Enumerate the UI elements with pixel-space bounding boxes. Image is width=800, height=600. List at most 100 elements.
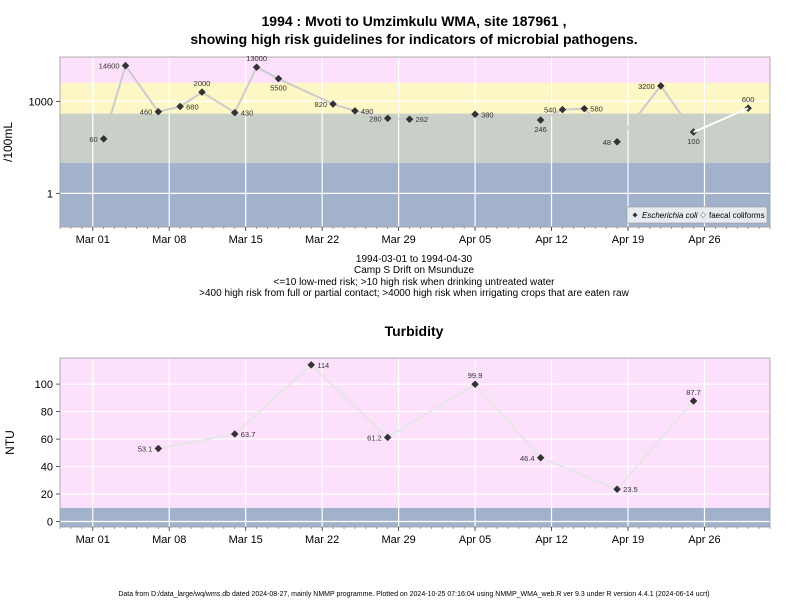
data-point: [252, 63, 261, 72]
chart2-title: Turbidity: [385, 323, 444, 339]
plot-frame: [59, 357, 771, 528]
data-point: [230, 108, 239, 117]
data-label: 63.7: [241, 430, 256, 439]
data-label: 87.7: [686, 388, 701, 397]
x-tick-label: Mar 29: [381, 534, 415, 546]
data-point: [656, 82, 665, 90]
date-range-note: 1994-03-01 to 1994-04-30: [356, 254, 473, 265]
data-label: 380: [481, 110, 494, 119]
y-tick-label: 1000: [29, 96, 53, 108]
x-tick-label: Apr 19: [612, 534, 644, 546]
data-label: 13000: [246, 54, 267, 63]
x-tick-label: Apr 26: [688, 534, 720, 546]
site-name-note: Camp S Drift on Msunduze: [354, 265, 474, 276]
data-point: [536, 453, 545, 462]
legend-box: [626, 206, 768, 224]
risk-band-0: [60, 507, 770, 527]
x-tick-label: Mar 15: [229, 534, 263, 546]
data-label: 2000: [194, 79, 211, 88]
data-point: [405, 115, 414, 123]
data-point: [689, 397, 698, 405]
y-axis-label: NTU: [3, 430, 17, 455]
chart1-subtitle: showing high risk guidelines for indicat…: [190, 31, 637, 47]
footer-text: Data from D:/data_large/wq/wms.db dated …: [118, 591, 709, 598]
data-label: 53.1: [138, 445, 153, 454]
data-label: 48: [603, 138, 611, 147]
y-tick-label: 0: [47, 517, 53, 529]
microbial-plot-panel: Mar 01 Mar 08 Mar 15 Mar 22 Mar 29 Apr 05 Apr …: [1, 54, 771, 246]
turbidity-plot-panel: Mar 01 Mar 08 Mar 15 Mar 22 Mar 29 Apr 05 Apr …: [3, 357, 771, 546]
data-point: [154, 107, 163, 116]
data-label: 114: [317, 361, 329, 370]
risk-band-1: [60, 113, 770, 163]
data-point: [274, 74, 283, 83]
data-label: 262: [416, 115, 429, 124]
x-tick-label: Mar 08: [152, 234, 186, 246]
data-label: 430: [241, 109, 254, 118]
data-point: [121, 61, 130, 70]
data-label: 246: [534, 125, 547, 134]
plot-frame: [59, 56, 771, 228]
data-point: [580, 104, 589, 113]
x-tick-label: Apr 19: [612, 234, 644, 246]
series-line: [102, 63, 749, 144]
data-point: [99, 135, 108, 143]
data-label: 600: [742, 95, 755, 104]
data-label: 490: [361, 107, 374, 116]
risk-band-3: [60, 57, 770, 83]
x-tick-label: Mar 01: [76, 234, 110, 246]
y-tick-label: 60: [41, 434, 53, 446]
series-line-faecal-coliforms: [693, 107, 749, 133]
y-tick-label: 20: [41, 489, 53, 501]
data-label: 60: [89, 135, 97, 144]
data-label: 820: [315, 100, 328, 109]
y-tick-label: 1: [47, 188, 53, 200]
y-axis-label: /100mL: [1, 122, 15, 162]
data-point: [230, 430, 239, 438]
guideline-note-1: <=10 low-med risk; >10 high risk when dr…: [274, 277, 556, 288]
x-tick-label: Mar 08: [152, 534, 186, 546]
x-tick-label: Apr 12: [535, 234, 567, 246]
x-tick-label: Mar 22: [305, 234, 339, 246]
series-line: [158, 363, 695, 491]
data-point: [198, 88, 206, 96]
x-tick-label: Apr 12: [535, 534, 567, 546]
chart1-title: 1994 : Mvoti to Umzimkulu WMA, site 1879…: [262, 13, 567, 29]
x-tick-label: Mar 29: [381, 234, 415, 246]
legend-label-ecoli: Escherichia coli: [642, 211, 698, 220]
y-tick-label: 40: [41, 462, 53, 474]
data-point: [329, 100, 337, 108]
data-point: [471, 380, 479, 389]
x-tick-label: Mar 22: [305, 534, 339, 546]
legend-label-faecal: faecal coliforms: [709, 211, 765, 220]
risk-band-1: [60, 358, 770, 508]
legend-marker-faecal: [700, 212, 706, 218]
legend-marker-ecoli: [632, 212, 638, 218]
data-point: [383, 433, 392, 442]
x-tick-label: Mar 15: [229, 234, 263, 246]
guideline-note-2: >400 high risk from full or partial cont…: [199, 288, 629, 299]
data-label: 540: [544, 106, 557, 115]
data-point: [351, 107, 359, 115]
data-label: 580: [590, 105, 603, 114]
data-label: 280: [369, 114, 382, 123]
data-point: [536, 116, 545, 124]
data-label: 100: [687, 137, 700, 146]
data-point: [558, 105, 567, 114]
data-point: [154, 444, 163, 453]
data-label: 460: [140, 108, 153, 117]
x-tick-label: Mar 01: [76, 534, 110, 546]
data-label: 99.9: [468, 371, 483, 380]
x-tick-label: Apr 26: [688, 234, 720, 246]
data-label: 3200: [638, 82, 655, 91]
data-label: 14600: [99, 62, 120, 71]
data-label: 46.4: [520, 454, 535, 463]
data-point: [176, 102, 184, 111]
x-tick-label: Apr 05: [459, 534, 491, 546]
data-label: 23.5: [623, 485, 638, 494]
data-point: [471, 110, 479, 119]
data-label: 680: [186, 103, 199, 112]
data-label: 61.2: [367, 433, 382, 442]
data-point: [383, 114, 392, 123]
